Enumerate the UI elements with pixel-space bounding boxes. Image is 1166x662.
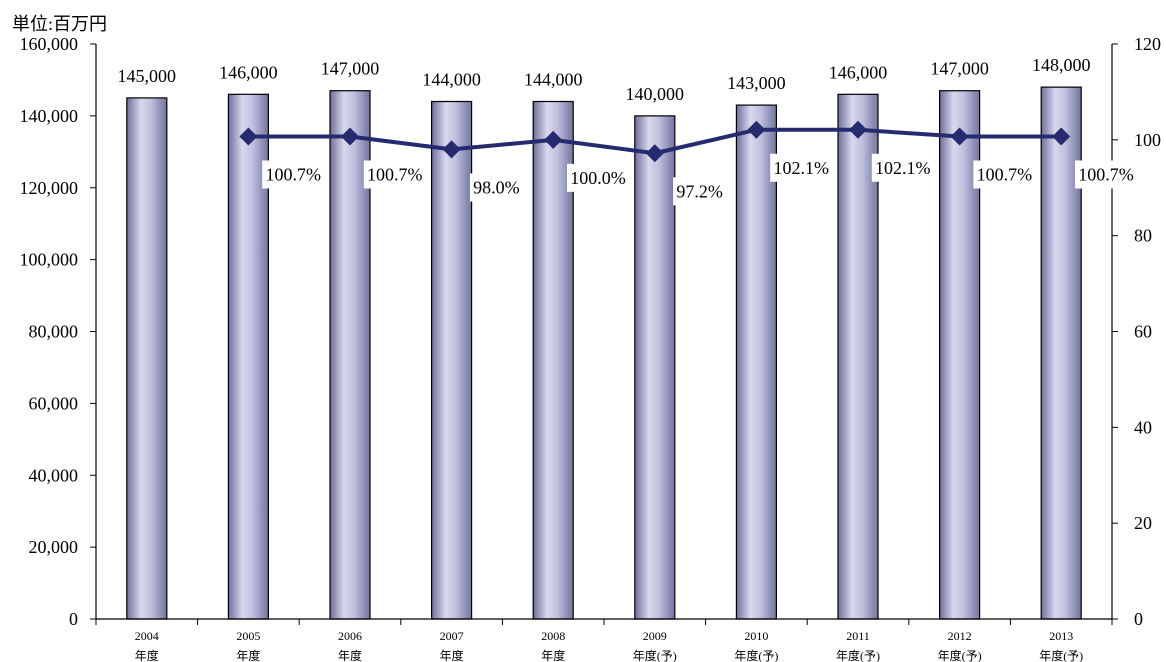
right-axis-tick-label: 60	[1134, 322, 1152, 342]
right-axis-tick-label: 20	[1134, 513, 1152, 533]
left-axis-tick-label: 0	[69, 609, 78, 629]
unit-label: 単位:百万円	[12, 14, 107, 34]
ratio-data-label: 100.0%	[570, 168, 626, 188]
category-label-year: 2007	[440, 629, 464, 643]
category-label-suffix: 年度(予)	[1039, 648, 1083, 662]
bar-data-label: 140,000	[626, 84, 685, 104]
ratio-label-background	[363, 160, 426, 189]
bar-data-label: 147,000	[321, 59, 380, 79]
ratio-label-background	[973, 160, 1036, 189]
category-label-suffix: 年度(予)	[938, 648, 982, 662]
left-axis-tick-label: 120,000	[20, 178, 79, 198]
ratio-label-background	[1075, 160, 1137, 189]
category-labels: 2004 年度 2005 年度 2006 年度 2007 年度 2008 年度 2009 年度(予) 2…	[135, 629, 1083, 662]
right-axis-tick-label: 40	[1134, 417, 1152, 437]
bar-data-labels: 145,000 146,000 147,000 144,000 144,000 140,0…	[118, 55, 1091, 104]
bar-data-label: 143,000	[727, 73, 786, 93]
ratio-point	[239, 127, 258, 146]
ratio-point	[849, 120, 867, 139]
ratio-label-background	[262, 160, 325, 189]
category-label-suffix: 年度	[338, 648, 362, 662]
bar-data-label: 147,000	[930, 59, 989, 79]
ratio-point	[544, 130, 563, 149]
category-label-year: 2006	[338, 629, 362, 643]
ratio-point	[645, 144, 664, 163]
category-label-suffix: 年度(予)	[836, 648, 880, 662]
ratio-label-background	[871, 153, 934, 182]
bar	[532, 100, 574, 620]
left-axis-tick-label: 160,000	[20, 34, 79, 54]
bar-data-label: 146,000	[219, 62, 278, 82]
bar-data-label: 145,000	[118, 66, 177, 86]
ratio-data-labels: 100.7% 100.7% 98.0% 100.0% 97.2% 102.1% 102.1%…	[262, 153, 1137, 206]
ratio-data-label: 98.0%	[473, 177, 520, 197]
category-label-suffix: 年度	[440, 648, 464, 662]
right-axis-tick-label: 80	[1134, 226, 1152, 246]
bar	[431, 100, 473, 620]
category-label-suffix: 年度(予)	[734, 648, 778, 662]
category-label-year: 2004	[135, 629, 159, 643]
left-axis-tick-label: 80,000	[29, 322, 79, 342]
category-label-year: 2008	[541, 629, 565, 643]
left-axis-ticks: 0 20,000 40,000 60,000 80,000 100,000 120,000 1…	[20, 34, 96, 629]
axes	[95, 44, 1113, 625]
category-label-year: 2010	[744, 629, 768, 643]
right-axis-tick-label: 120	[1134, 34, 1161, 54]
ratio-data-label: 100.7%	[367, 164, 423, 184]
ratio-data-label: 100.7%	[977, 164, 1033, 184]
left-axis-tick-label: 140,000	[20, 106, 79, 126]
ratio-data-label: 100.7%	[1078, 164, 1134, 184]
left-axis-tick-label: 20,000	[29, 537, 79, 557]
bar-data-label: 144,000	[422, 70, 481, 90]
right-axis-tick-label: 100	[1134, 130, 1161, 150]
ratio-point	[442, 140, 461, 159]
ratio-label-background	[469, 173, 523, 202]
left-axis-tick-label: 40,000	[29, 465, 79, 485]
left-axis-tick-label: 60,000	[29, 393, 79, 413]
ratio-data-label: 97.2%	[676, 181, 723, 201]
bar-data-label: 146,000	[829, 62, 888, 82]
bar-series	[126, 86, 1082, 620]
ratio-point	[341, 127, 359, 146]
category-label-year: 2011	[846, 629, 870, 643]
ratio-line-series	[239, 120, 1071, 163]
ratio-point	[1052, 127, 1071, 146]
ratio-label-background	[770, 153, 833, 182]
category-label-suffix: 年度(予)	[633, 648, 677, 662]
category-label-suffix: 年度	[135, 648, 159, 662]
bar-data-label: 148,000	[1032, 55, 1091, 75]
ratio-data-label: 102.1%	[773, 158, 829, 178]
category-label-year: 2013	[1049, 629, 1073, 643]
bar	[634, 115, 676, 620]
ratio-point	[950, 127, 969, 146]
ratio-data-label: 100.7%	[265, 164, 321, 184]
ratio-data-label: 102.1%	[875, 158, 931, 178]
bar	[735, 104, 778, 620]
bar	[938, 90, 981, 620]
ratio-label-background	[673, 177, 727, 206]
ratio-point	[747, 120, 766, 139]
bar	[126, 97, 168, 620]
category-label-suffix: 年度	[541, 648, 565, 662]
right-axis-tick-label: 0	[1134, 609, 1143, 629]
ratio-label-background	[567, 163, 629, 192]
bar-data-label: 144,000	[524, 70, 583, 90]
bar	[1040, 86, 1082, 620]
category-label-year: 2012	[948, 629, 972, 643]
category-label-suffix: 年度	[236, 648, 260, 662]
category-label-year: 2009	[643, 629, 667, 643]
category-label-year: 2005	[236, 629, 260, 643]
left-axis-tick-label: 100,000	[20, 250, 79, 270]
right-axis-ticks: 0 20 40 60 80 100 120	[1112, 34, 1161, 629]
